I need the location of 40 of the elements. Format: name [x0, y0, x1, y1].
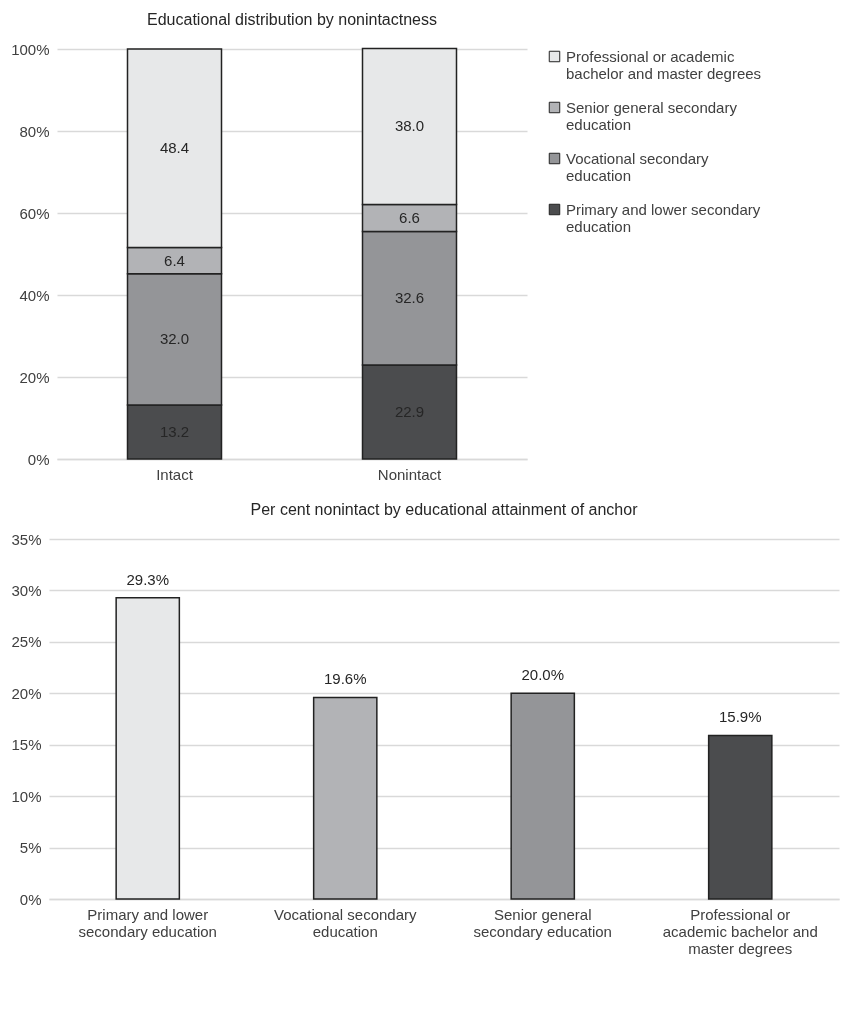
data-label: 48.4 [159, 139, 190, 157]
y-tick-label: 30% [11, 581, 42, 599]
bar [510, 692, 576, 900]
data-label: 20.0% [521, 666, 565, 684]
data-label: 15.9% [718, 708, 762, 726]
legend-label: Professional or academic bachelor and master degrees [566, 47, 762, 82]
data-label: 38.0 [394, 117, 425, 135]
y-tick-label: 10% [11, 787, 42, 805]
x-tick-label: Vocational secondary education [273, 905, 418, 940]
data-label: 6.6 [399, 208, 420, 226]
x-tick-label: Nonintact [377, 465, 443, 483]
x-tick-label: Professional or academic bachelor and master degrees [662, 905, 818, 957]
data-label: 29.3% [126, 570, 170, 588]
y-tick-label: 5% [19, 839, 42, 857]
data-label: 32.6 [394, 289, 425, 307]
bar [115, 596, 181, 900]
x-tick-label: Primary and lower secondary education [78, 905, 217, 940]
data-label: 32.0 [159, 330, 190, 348]
y-tick-label: 0% [27, 450, 50, 468]
legend-label: Primary and lower secondary education [566, 200, 761, 235]
y-tick-label: 25% [11, 633, 42, 651]
y-tick-label: 60% [19, 204, 50, 222]
legend-label: Vocational secondary education [566, 149, 710, 184]
y-tick-label: 40% [19, 286, 50, 304]
x-tick-label: Senior general secondary education [473, 905, 612, 940]
bar [707, 734, 773, 900]
y-tick-label: 20% [11, 684, 42, 702]
y-tick-label: 35% [11, 530, 42, 548]
chart-title: Educational distribution by nonintactness [147, 11, 437, 28]
y-tick-label: 20% [19, 368, 50, 386]
data-label: 6.4 [164, 251, 185, 269]
y-tick-label: 100% [11, 40, 50, 58]
chart-title: Per cent nonintact by educational attainment of anchor [250, 501, 639, 518]
legend-label: Senior general secondary education [566, 98, 738, 133]
bar [312, 696, 378, 900]
y-tick-label: 0% [19, 890, 42, 908]
y-tick-label: 80% [19, 122, 50, 140]
x-tick-label: Intact [156, 465, 194, 483]
y-tick-label: 15% [11, 736, 42, 754]
data-label: 19.6% [323, 670, 367, 688]
